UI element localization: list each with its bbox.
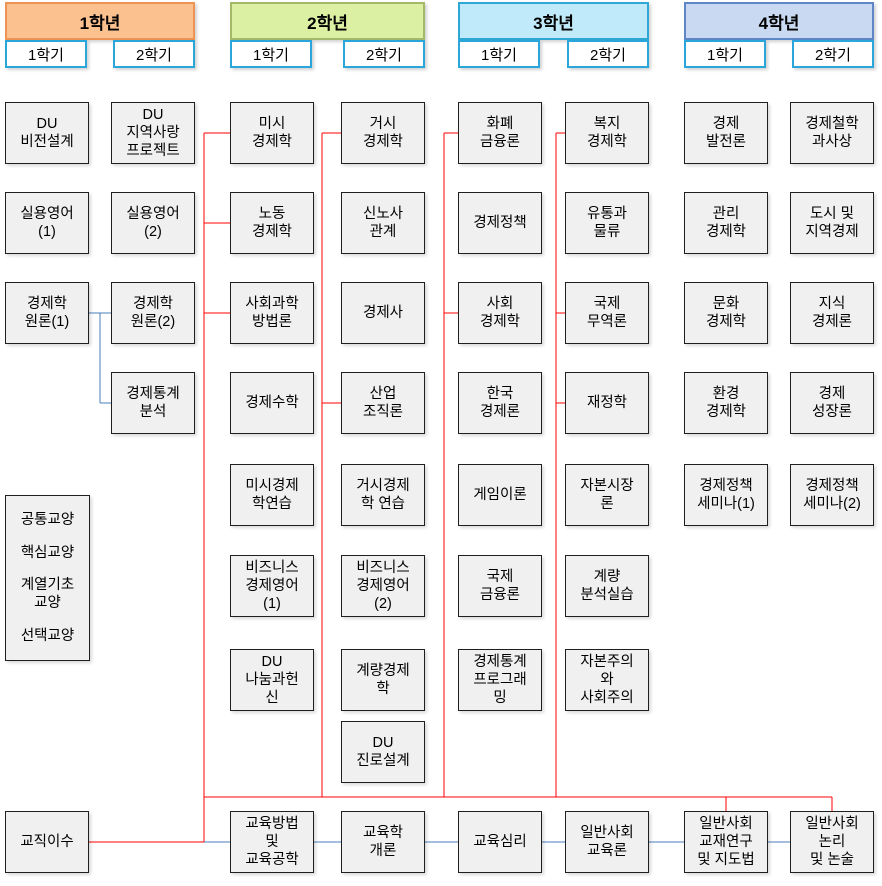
- course-du-sharing-dedication: DU 나눔과헌 신: [230, 649, 314, 711]
- course-game-theory: 게임이론: [458, 464, 542, 526]
- course-micro-econ-practice: 미시경제 학연습: [230, 464, 314, 526]
- general-education-item: 공통교양: [20, 512, 75, 529]
- course-quantitative-analysis-practice: 계량 분석실습: [565, 555, 649, 617]
- course-distribution-logistics: 유통과 물류: [565, 192, 649, 254]
- course-social-economics: 사회 경제학: [458, 282, 542, 344]
- semester-tab-2-2: 2학기: [343, 40, 425, 68]
- course-social-studies-materials-teaching: 일반사회 교재연구 및 지도법: [684, 811, 768, 873]
- course-economic-development: 경제 발전론: [684, 102, 768, 164]
- year-header-3: 3학년: [458, 2, 649, 40]
- course-econ-philosophy-and-thought: 경제철학 과사상: [790, 102, 874, 164]
- semester-tab-4-1: 1학기: [684, 40, 766, 68]
- semester-tab-2-1: 1학기: [230, 40, 312, 68]
- general-education-item: 선택교양: [20, 627, 75, 644]
- course-international-finance: 국제 금융론: [458, 555, 542, 617]
- course-du-vision-design: DU 비전설계: [5, 102, 89, 164]
- semester-tab-1-2: 2학기: [113, 40, 195, 68]
- course-economic-growth: 경제 성장론: [790, 372, 874, 434]
- course-economic-policy: 경제정책: [458, 192, 542, 254]
- course-micro-economics: 미시 경제학: [230, 102, 314, 164]
- year-header-4: 4학년: [684, 2, 874, 40]
- course-macro-econ-practice: 거시경제 학 연습: [341, 464, 425, 526]
- course-public-finance: 재정학: [565, 372, 649, 434]
- course-money-finance: 화폐 금융론: [458, 102, 542, 164]
- course-social-science-methodology: 사회과학 방법론: [230, 282, 314, 344]
- course-knowledge-economy: 지식 경제론: [790, 282, 874, 344]
- course-practical-english-1: 실용영어 (1): [5, 192, 89, 254]
- course-teaching-methods-edu-tech: 교육방법 및 교육공학: [230, 811, 314, 873]
- course-econ-policy-seminar-2: 경제정책 세미나(2): [790, 464, 874, 526]
- course-economic-history: 경제사: [341, 282, 425, 344]
- course-business-econ-english-1: 비즈니스 경제영어 (1): [230, 555, 314, 617]
- course-econ-principles-1: 경제학 원론(1): [5, 282, 89, 344]
- course-new-labor-relations: 신노사 관계: [341, 192, 425, 254]
- course-econ-stats-programming: 경제통계 프로그래 밍: [458, 649, 542, 711]
- semester-tab-1-1: 1학기: [5, 40, 87, 68]
- course-korean-economy: 한국 경제론: [458, 372, 542, 434]
- course-welfare-economics: 복지 경제학: [565, 102, 649, 164]
- course-practical-english-2: 실용영어 (2): [111, 192, 195, 254]
- course-managerial-economics: 관리 경제학: [684, 192, 768, 254]
- course-cultural-economics: 문화 경제학: [684, 282, 768, 344]
- course-teaching-certificate: 교직이수: [5, 811, 89, 873]
- course-social-studies-education: 일반사회 교육론: [565, 811, 649, 873]
- course-environmental-economics: 환경 경제학: [684, 372, 768, 434]
- semester-tab-3-2: 2학기: [567, 40, 649, 68]
- course-business-econ-english-2: 비즈니스 경제영어 (2): [341, 555, 425, 617]
- course-econ-mathematics: 경제수학: [230, 372, 314, 434]
- course-econ-statistics-analysis: 경제통계 분석: [111, 372, 195, 434]
- semester-tab-3-1: 1학기: [458, 40, 540, 68]
- general-education-item: 계열기초 교양: [20, 577, 75, 612]
- course-econometrics: 계량경제 학: [341, 649, 425, 711]
- course-labor-economics: 노동 경제학: [230, 192, 314, 254]
- course-du-career-design: DU 진로설계: [341, 721, 425, 783]
- course-capital-markets: 자본시장 론: [565, 464, 649, 526]
- course-du-community-love-project: DU 지역사랑 프로젝트: [111, 102, 195, 164]
- course-industrial-organization: 산업 조직론: [341, 372, 425, 434]
- course-econ-principles-2: 경제학 원론(2): [111, 282, 195, 344]
- course-macro-economics: 거시 경제학: [341, 102, 425, 164]
- course-capitalism-and-socialism: 자본주의 와 사회주의: [565, 649, 649, 711]
- year-header-2: 2학년: [230, 2, 425, 40]
- semester-tab-4-2: 2학기: [792, 40, 874, 68]
- general-education-item: 핵심교양: [20, 544, 75, 561]
- course-educational-psychology: 교육심리: [458, 811, 542, 873]
- course-social-studies-logic-essay: 일반사회 논리 및 논술: [790, 811, 874, 873]
- course-urban-regional-economy: 도시 및 지역경제: [790, 192, 874, 254]
- course-econ-policy-seminar-1: 경제정책 세미나(1): [684, 464, 768, 526]
- course-international-trade: 국제 무역론: [565, 282, 649, 344]
- year-header-1: 1학년: [5, 2, 195, 40]
- course-intro-education: 교육학 개론: [341, 811, 425, 873]
